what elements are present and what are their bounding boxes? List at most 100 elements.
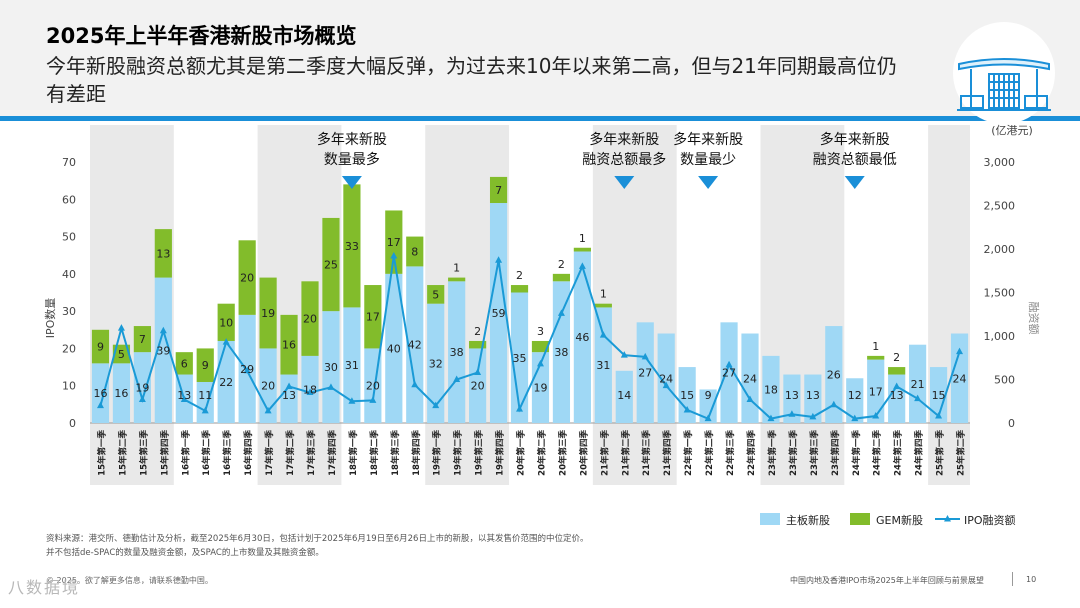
main-value-label: 18 — [764, 383, 778, 396]
year-band — [928, 125, 970, 485]
x-tick-label: 16年第二季 — [201, 430, 212, 476]
x-tick-label: 22年第三季 — [725, 430, 736, 476]
gem-value-label: 1 — [579, 232, 586, 245]
line-series — [96, 251, 964, 422]
main-value-label: 24 — [743, 372, 757, 385]
main-bar — [448, 281, 466, 423]
y-left-tick-label: 0 — [69, 417, 76, 430]
ipo-amount-marker — [369, 396, 377, 403]
main-value-label: 13 — [177, 389, 191, 402]
y-right-tick-label: 3,000 — [984, 156, 1016, 169]
y-right-axis-title: 融资额 — [1027, 302, 1040, 335]
gem-value-label: 16 — [282, 339, 296, 352]
y-right-tick-label: 1,500 — [984, 287, 1016, 300]
gem-value-label: 2 — [893, 351, 900, 364]
gem-bar — [427, 285, 445, 304]
gem-value-label: 19 — [261, 307, 275, 320]
x-tick-label: 19年第二季 — [453, 430, 464, 476]
main-value-label: 27 — [722, 367, 736, 380]
main-value-label: 30 — [324, 361, 338, 374]
page-title: 2025年上半年香港新股市场概览 — [46, 24, 357, 48]
ipo-amount-marker — [704, 414, 712, 422]
ipo-amount-marker — [578, 262, 586, 269]
main-value-label: 29 — [240, 363, 254, 376]
footer-separator — [1012, 572, 1013, 586]
gem-value-label: 1 — [453, 262, 460, 275]
gem-bar — [364, 285, 382, 349]
ipo-amount-marker — [767, 414, 775, 422]
main-value-label: 15 — [932, 389, 946, 402]
gem-value-label: 1 — [600, 288, 607, 301]
gem-value-label: 5 — [432, 288, 439, 301]
main-bar — [699, 389, 717, 423]
y-left-tick-label: 20 — [62, 342, 76, 355]
ipo-amount-marker — [956, 347, 964, 355]
ipo-amount-marker — [411, 380, 419, 388]
x-tick-label: 23年第四季 — [830, 430, 841, 476]
main-bar — [929, 367, 948, 423]
x-tick-label: 20年第二季 — [536, 430, 547, 476]
ipo-amount-marker — [620, 351, 628, 358]
main-value-label: 35 — [513, 352, 527, 365]
x-tick-label: 17年第一季 — [264, 430, 275, 476]
gem-value-label: 25 — [324, 259, 338, 272]
gem-value-label: 33 — [345, 240, 359, 253]
main-value-label: 32 — [429, 357, 443, 370]
gem-value-label: 17 — [366, 311, 380, 324]
gem-bar — [175, 352, 193, 375]
ipo-amount-marker — [474, 368, 482, 376]
gem-value-label: 9 — [97, 341, 104, 354]
main-bar — [217, 340, 235, 423]
ipo-amount-marker — [536, 359, 544, 367]
ipo-amount-marker — [180, 395, 188, 403]
main-bar — [615, 370, 633, 423]
ipo-amount-marker — [788, 410, 796, 417]
main-bar — [280, 374, 298, 423]
main-value-label: 22 — [219, 376, 233, 389]
main-value-label: 16 — [93, 387, 107, 400]
x-tick-label: 15年第三季 — [138, 430, 149, 476]
ipo-amount-marker — [117, 324, 125, 331]
bar-series — [91, 176, 969, 423]
gem-bar — [552, 273, 571, 282]
gem-bar — [196, 348, 214, 382]
gem-value-label: 20 — [303, 313, 317, 326]
annotation-text: 融资总额最多 — [582, 151, 666, 168]
x-tick-label: 23年第二季 — [788, 430, 799, 476]
ipo-amount-marker — [914, 394, 922, 402]
gem-bar — [406, 236, 424, 267]
ipo-amount-marker — [495, 256, 503, 263]
x-tick-label: 15年第一季 — [96, 430, 107, 476]
main-value-label: 15 — [680, 389, 694, 402]
x-tick-label: 18年第一季 — [348, 430, 359, 476]
gem-bar — [573, 247, 591, 252]
gem-bar — [259, 277, 277, 349]
gem-bar — [888, 367, 906, 375]
ipo-amount-marker — [641, 352, 649, 360]
main-value-label: 46 — [575, 331, 589, 344]
gem-bar — [238, 240, 256, 315]
x-tick-label: 22年第一季 — [683, 430, 694, 476]
ipo-amount-marker — [243, 366, 251, 374]
logo — [953, 22, 1055, 124]
main-bar — [489, 203, 508, 423]
main-bar — [573, 251, 591, 423]
ipo-amount-marker — [851, 414, 859, 422]
ipo-amount-line — [99, 255, 961, 420]
x-tick-label: 20年第四季 — [578, 430, 589, 476]
ipo-amount-marker — [893, 382, 901, 389]
main-bar — [636, 322, 654, 423]
legend-line-label: IPO融资额 — [964, 514, 1016, 527]
main-bar — [867, 359, 885, 423]
annotation-arrow-icon — [698, 176, 719, 189]
x-tick-label: 24年第一季 — [851, 430, 862, 476]
gem-value-label: 20 — [240, 272, 254, 285]
gem-bar — [867, 355, 885, 360]
gem-bar — [489, 176, 508, 204]
main-bar — [657, 333, 675, 423]
main-bar — [196, 381, 214, 423]
gem-value-label: 2 — [474, 325, 481, 338]
x-tick-label: 21年第三季 — [641, 430, 652, 476]
main-value-label: 13 — [806, 389, 820, 402]
x-tick-label: 17年第三季 — [306, 430, 317, 476]
